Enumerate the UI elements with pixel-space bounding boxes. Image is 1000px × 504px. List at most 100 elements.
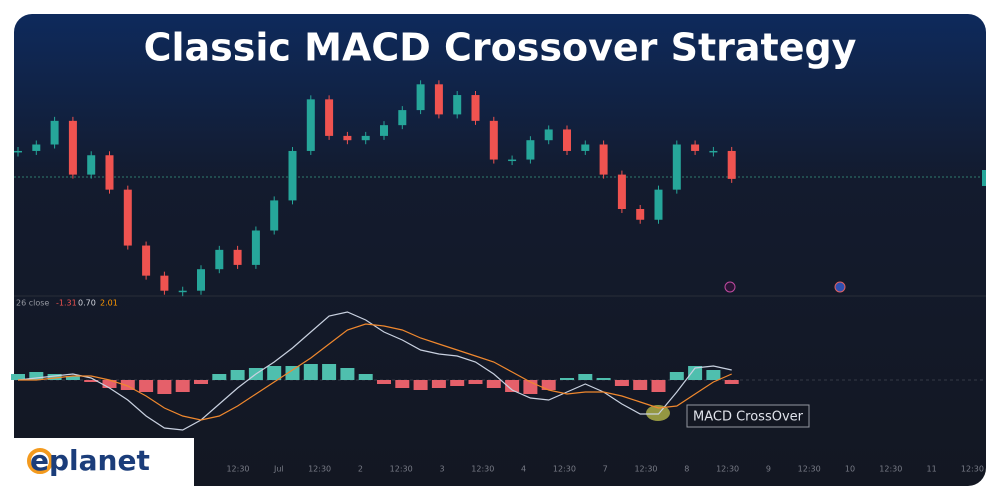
- annotation: MACD CrossOver: [693, 410, 804, 425]
- candle: [32, 144, 41, 151]
- histogram-bar: [65, 376, 80, 380]
- histogram-bar: [541, 380, 556, 390]
- x-tick-label: 10: [845, 465, 855, 474]
- candle: [123, 189, 132, 246]
- legend-value: 0.70: [78, 299, 96, 308]
- panel: [14, 14, 986, 486]
- candle: [380, 125, 388, 136]
- x-tick-label: 12:30: [226, 465, 249, 474]
- candle: [544, 129, 553, 141]
- x-tick-label: 2: [358, 465, 363, 474]
- candle: [361, 135, 370, 141]
- candle: [105, 155, 114, 190]
- x-tick-label: 12:30: [879, 465, 902, 474]
- candle: [416, 84, 425, 111]
- histogram-bar: [431, 380, 446, 388]
- candle: [215, 249, 224, 270]
- x-tick-label: 12:30: [961, 465, 984, 474]
- crossover-highlight: [646, 405, 670, 421]
- histogram-bar: [596, 378, 611, 380]
- candle: [325, 99, 334, 136]
- histogram-bar: [303, 364, 318, 380]
- candle: [160, 275, 169, 291]
- histogram-bar: [29, 372, 44, 380]
- candle: [508, 159, 517, 162]
- candle: [398, 110, 407, 126]
- x-tick-label: 12:30: [716, 465, 739, 474]
- x-tick-label: 8: [684, 465, 689, 474]
- annotation-box: [686, 404, 810, 428]
- x-tick-label: 12:30: [471, 465, 494, 474]
- histogram-bar: [468, 380, 483, 384]
- x-tick-label: 12:30: [390, 465, 413, 474]
- x-tick-label: 12:30: [553, 465, 576, 474]
- histogram-bar: [175, 380, 190, 392]
- histogram-bar: [84, 380, 99, 382]
- x-tick-label: 12:30: [634, 465, 657, 474]
- x-tick-label: Jul: [273, 465, 284, 474]
- candle: [636, 209, 645, 220]
- histogram-bar: [614, 380, 629, 386]
- candle: [288, 150, 297, 201]
- x-tick-label: 12:30: [798, 465, 821, 474]
- candle: [526, 140, 535, 160]
- candle: [50, 120, 59, 145]
- candle: [142, 245, 151, 276]
- candle: [599, 144, 608, 175]
- x-tick-label: 12:30: [308, 465, 331, 474]
- histogram-bar: [651, 380, 666, 392]
- candle: [68, 120, 77, 175]
- candle: [343, 135, 352, 141]
- logo-icon: [27, 448, 53, 474]
- title: Classic MACD Crossover Strategy: [144, 26, 857, 70]
- legend-name: 26 close: [16, 299, 49, 308]
- histogram-bar: [706, 370, 721, 380]
- x-tick-label: 7: [603, 465, 608, 474]
- histogram-bar: [450, 380, 465, 386]
- legend-value: -1.31: [56, 299, 77, 308]
- histogram-bar: [578, 374, 593, 380]
- legend-value: 2.01: [100, 299, 118, 308]
- x-tick-label: 4: [521, 465, 526, 474]
- event-icon: [834, 281, 846, 293]
- x-tick-label: 3: [439, 465, 444, 474]
- histogram-bar: [633, 380, 648, 390]
- candle: [453, 95, 462, 115]
- candle: [270, 200, 279, 231]
- histogram-bar: [120, 380, 135, 390]
- candle: [197, 269, 205, 291]
- histogram-bar: [724, 380, 739, 384]
- histogram-bar: [212, 374, 227, 380]
- histogram-bar: [139, 380, 154, 392]
- candle: [233, 249, 242, 265]
- histogram-bar: [688, 366, 703, 380]
- candle: [563, 129, 571, 151]
- candle: [178, 290, 187, 293]
- histogram-bar: [395, 380, 410, 388]
- candle: [617, 174, 626, 209]
- candle: [581, 144, 590, 151]
- candle: [251, 230, 260, 265]
- logo-bg: [14, 438, 194, 486]
- histogram-bar: [377, 380, 391, 384]
- histogram-bar: [340, 368, 355, 380]
- candle: [471, 95, 480, 121]
- candle: [727, 150, 736, 179]
- candle: [434, 84, 443, 115]
- histogram-bar: [669, 372, 684, 380]
- histogram-bar: [486, 380, 501, 388]
- x-tick-label: 9: [766, 465, 771, 474]
- histogram-bar: [358, 374, 373, 380]
- candle: [87, 155, 96, 175]
- macd-line: [17, 311, 732, 431]
- histogram-bar: [322, 364, 337, 380]
- candle: [654, 189, 663, 220]
- histogram-bar: [505, 380, 520, 392]
- x-tick-label: 11: [927, 465, 937, 474]
- histogram-bar: [194, 380, 208, 384]
- candle: [691, 144, 700, 151]
- histogram-bar: [102, 380, 117, 388]
- event-icon: [724, 281, 736, 293]
